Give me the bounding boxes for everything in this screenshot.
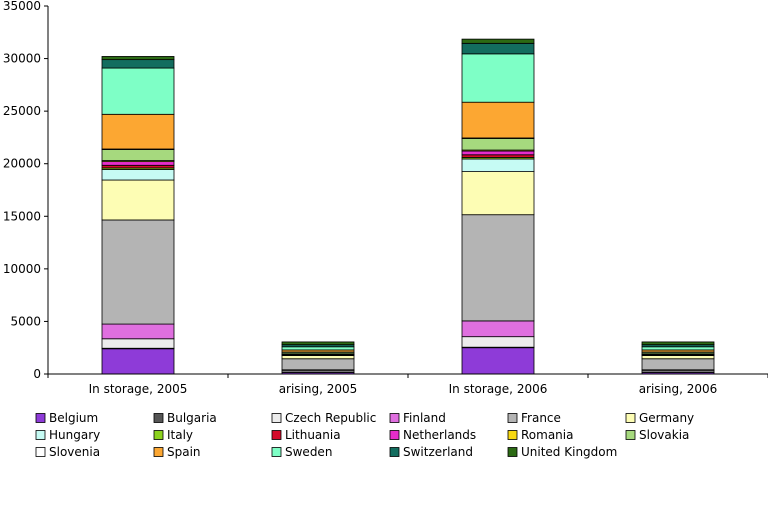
y-axis: 0 5000 10000 15000 20000 25000 30000 35000 — [3, 0, 48, 381]
legend-swatch — [508, 448, 517, 457]
plot-area — [102, 39, 714, 374]
x-tick-label: arising, 2005 — [279, 382, 358, 396]
legend-label: Sweden — [285, 445, 332, 459]
legend-label: Czech Republic — [285, 411, 376, 425]
bar-segment — [102, 114, 174, 149]
legend-swatch — [390, 431, 399, 440]
bar-segment — [462, 172, 534, 215]
bar-segment — [462, 321, 534, 337]
legend-label: Switzerland — [403, 445, 473, 459]
legend-label: Hungary — [49, 428, 100, 442]
bar-segment — [102, 324, 174, 339]
bar-segment — [102, 349, 174, 374]
bar-segment — [102, 60, 174, 68]
x-tick-label: In storage, 2006 — [449, 382, 548, 396]
bar-segment — [642, 356, 714, 359]
legend-label: France — [521, 411, 561, 425]
legend-swatch — [272, 414, 281, 423]
y-tick-label: 30000 — [3, 52, 41, 66]
bar-segment — [642, 359, 714, 370]
legend-label: Germany — [639, 411, 694, 425]
bar-segment — [462, 39, 534, 43]
legend-label: Slovakia — [639, 428, 689, 442]
bar-segment — [462, 159, 534, 172]
x-tick-label: arising, 2006 — [639, 382, 718, 396]
legend-label: Bulgaria — [167, 411, 217, 425]
y-tick-label: 15000 — [3, 209, 41, 223]
legend-swatch — [154, 448, 163, 457]
legend-label: Spain — [167, 445, 201, 459]
legend-swatch — [390, 414, 399, 423]
bar-segment — [462, 337, 534, 348]
bar-segment — [102, 339, 174, 348]
bar-segment — [642, 342, 714, 345]
legend-swatch — [154, 431, 163, 440]
legend-label: Lithuania — [285, 428, 341, 442]
bar-segment — [462, 348, 534, 374]
bar-segment — [282, 356, 354, 359]
legend-swatch — [508, 431, 517, 440]
bar-segment — [462, 151, 534, 155]
legend-swatch — [272, 431, 281, 440]
bar-segment — [462, 215, 534, 321]
y-tick-label: 5000 — [10, 314, 41, 328]
bar-segment — [462, 54, 534, 102]
legend-swatch — [154, 414, 163, 423]
bar-segment — [282, 342, 354, 345]
bar-segment — [102, 68, 174, 114]
legend-swatch — [36, 448, 45, 457]
legend-label: Slovenia — [49, 445, 100, 459]
legend-swatch — [272, 448, 281, 457]
y-tick-label: 10000 — [3, 262, 41, 276]
legend-swatch — [36, 431, 45, 440]
legend-label: Italy — [167, 428, 193, 442]
legend-swatch — [390, 448, 399, 457]
legend-swatch — [36, 414, 45, 423]
bar-segment — [282, 359, 354, 370]
legend-label: Netherlands — [403, 428, 476, 442]
x-axis: In storage, 2005 arising, 2005 In storage,… — [48, 374, 768, 396]
legend-label: Finland — [403, 411, 446, 425]
bar-segment — [282, 347, 354, 350]
bar-segment — [102, 162, 174, 166]
bar-segment — [462, 138, 534, 150]
bar-segment — [462, 43, 534, 54]
legend-swatch — [626, 431, 635, 440]
bar-segment — [102, 220, 174, 324]
bar-segment — [102, 150, 174, 161]
legend-label: United Kingdom — [521, 445, 617, 459]
bar-segment — [102, 56, 174, 59]
legend: Belgium Bulgaria Czech Republic Finland Fran… — [36, 411, 694, 459]
legend-label: Romania — [521, 428, 573, 442]
y-tick-label: 35000 — [3, 0, 41, 13]
bar-segment — [102, 180, 174, 220]
y-tick-label: 0 — [33, 367, 41, 381]
y-tick-label: 25000 — [3, 104, 41, 118]
legend-swatch — [626, 414, 635, 423]
y-tick-label: 20000 — [3, 157, 41, 171]
bar-segment — [642, 347, 714, 350]
x-tick-label: In storage, 2005 — [89, 382, 188, 396]
bar-segment — [462, 102, 534, 138]
legend-label: Belgium — [49, 411, 98, 425]
bar-segment — [102, 169, 174, 180]
legend-swatch — [508, 414, 517, 423]
